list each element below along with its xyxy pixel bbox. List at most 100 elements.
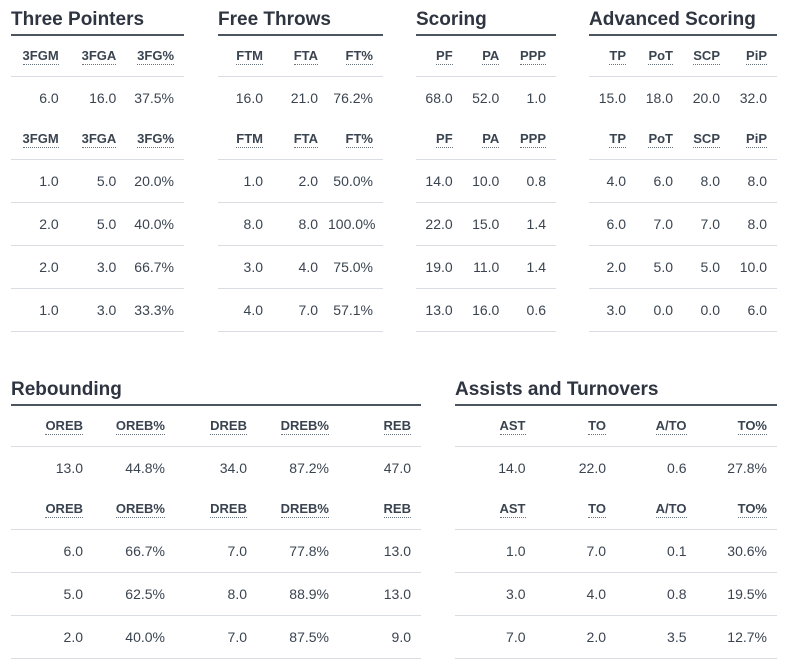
section-divider: [455, 404, 777, 406]
table-cell: 0.1: [616, 528, 697, 572]
column-header-abbr: DREB%: [280, 418, 329, 436]
table-cell: 4.0: [218, 287, 273, 332]
column-header: PF: [416, 36, 463, 77]
header-row: TP PoT SCP PiP: [589, 119, 777, 160]
section-divider: [11, 404, 421, 406]
table-row: 14.0 10.0 0.8: [416, 158, 556, 202]
column-header: FTM: [218, 119, 273, 160]
column-header: FT%: [328, 36, 383, 77]
table-row: 2.0 5.0 40.0%: [11, 201, 184, 245]
table-cell: 5.0: [683, 244, 730, 288]
table-cell: 40.0%: [126, 201, 184, 245]
table-cell: 40.0%: [93, 614, 175, 659]
table-cell: 0.6: [509, 287, 556, 332]
column-header: FTA: [273, 119, 328, 160]
table-row: 22.0 15.0 1.4: [416, 201, 556, 245]
table-row: 6.0 7.0 7.0 8.0: [589, 201, 777, 245]
table-cell: 22.0: [578, 459, 606, 476]
table-cell: 68.0: [425, 89, 453, 106]
column-header-abbr: PiP: [746, 48, 767, 66]
column-header: DREB%: [257, 406, 339, 447]
table-cell: 7.0: [455, 614, 536, 659]
column-header-abbr: PiP: [746, 131, 767, 149]
column-header-abbr: AST: [499, 501, 526, 519]
totals-row: 15.0 18.0 20.0 32.0: [589, 76, 777, 119]
table-row: 2.0 3.0 66.7%: [11, 244, 184, 288]
table-cell: 88.9%: [257, 571, 339, 615]
table-cell: 1.0: [11, 158, 69, 202]
column-header: A/TO: [616, 406, 697, 447]
column-header: TO%: [696, 406, 777, 447]
table-row: 4.0 6.0 8.0 8.0: [589, 158, 777, 202]
table-cell: 77.8%: [257, 528, 339, 572]
table-cell: 14.0: [498, 459, 526, 476]
table-cell: 5.0: [68, 201, 127, 245]
column-header-abbr: FTA: [293, 131, 318, 149]
stats-table: 3FGM 3FGA 3FG% 6.0 16.0 37.5% 3FGM 3FGA 3FG% 1.0 5…: [11, 36, 184, 332]
table-row: 3.0 0.0 0.0 6.0: [589, 287, 777, 332]
column-header: PiP: [730, 36, 777, 77]
column-header-abbr: 3FGM: [22, 48, 59, 66]
section-title: Scoring: [416, 9, 487, 30]
column-header-abbr: 3FGM: [22, 131, 59, 149]
table-cell: 0.6: [667, 459, 687, 476]
section-divider: [11, 34, 184, 36]
column-header: SCP: [683, 36, 730, 77]
section-rebounding: Rebounding OREB OREB% DREB DREB% REB 13.0 44.8%…: [11, 376, 421, 659]
table-cell: 62.5%: [93, 571, 175, 615]
table-cell: 6.0: [730, 287, 777, 332]
table-cell: 7.0: [273, 287, 328, 332]
column-header-abbr: FT%: [345, 131, 373, 149]
table-cell: 13.0: [55, 459, 83, 476]
column-header: FTM: [218, 36, 273, 77]
table-cell: 2.0: [273, 158, 328, 202]
column-header: AST: [455, 406, 536, 447]
table-cell: 6.0: [39, 89, 59, 106]
table-cell: 3.0: [68, 287, 127, 332]
table-row: 3.0 4.0 75.0%: [218, 244, 383, 288]
column-header-abbr: FT%: [345, 48, 373, 66]
column-header: TO%: [696, 489, 777, 530]
table-cell: 7.0: [175, 614, 257, 659]
column-header-abbr: SCP: [693, 48, 720, 66]
column-header-abbr: TO: [588, 418, 606, 436]
column-header: PF: [416, 119, 463, 160]
table-cell: 14.0: [416, 158, 463, 202]
column-header-abbr: REB: [383, 418, 411, 436]
column-header: OREB%: [93, 489, 175, 530]
header-row: 3FGM 3FGA 3FG%: [11, 119, 184, 160]
column-header-abbr: PF: [436, 131, 453, 149]
table-cell: 4.0: [535, 571, 616, 615]
table-cell: 87.5%: [257, 614, 339, 659]
header-row: OREB OREB% DREB DREB% REB: [11, 406, 421, 447]
table-cell: 6.0: [589, 201, 636, 245]
table-cell: 16.0: [462, 287, 510, 332]
table-cell: 52.0: [472, 89, 500, 106]
table-cell: 16.0: [235, 89, 263, 106]
table-cell: 10.0: [462, 158, 510, 202]
column-header: PA: [462, 119, 510, 160]
column-header-abbr: TP: [609, 131, 626, 149]
header-row: PF PA PPP: [416, 119, 556, 160]
column-header: PPP: [509, 119, 556, 160]
header-row: FTM FTA FT%: [218, 36, 383, 77]
header-row: AST TO A/TO TO%: [455, 406, 777, 447]
table-cell: 0.8: [616, 571, 697, 615]
column-header-abbr: TO%: [737, 418, 767, 436]
column-header: OREB: [11, 489, 93, 530]
column-header: 3FG%: [126, 119, 184, 160]
table-row: 19.0 11.0 1.4: [416, 244, 556, 288]
column-header: PoT: [636, 119, 683, 160]
column-header: TO: [535, 489, 616, 530]
stats-table: PF PA PPP 68.0 52.0 1.0 PF PA PPP 14.0 10.0 0.8 22.0…: [416, 36, 556, 332]
table-cell: 13.0: [416, 287, 463, 332]
table-row: 1.0 7.0 0.1 30.6%: [455, 528, 777, 572]
column-header-abbr: PoT: [648, 48, 673, 66]
table-cell: 1.4: [509, 244, 556, 288]
table-row: 3.0 4.0 0.8 19.5%: [455, 571, 777, 615]
column-header-abbr: TO: [588, 501, 606, 519]
table-cell: 3.5: [616, 614, 697, 659]
table-cell: 22.0: [416, 201, 463, 245]
totals-row: 16.0 21.0 76.2%: [218, 76, 383, 119]
table-cell: 33.3%: [126, 287, 184, 332]
